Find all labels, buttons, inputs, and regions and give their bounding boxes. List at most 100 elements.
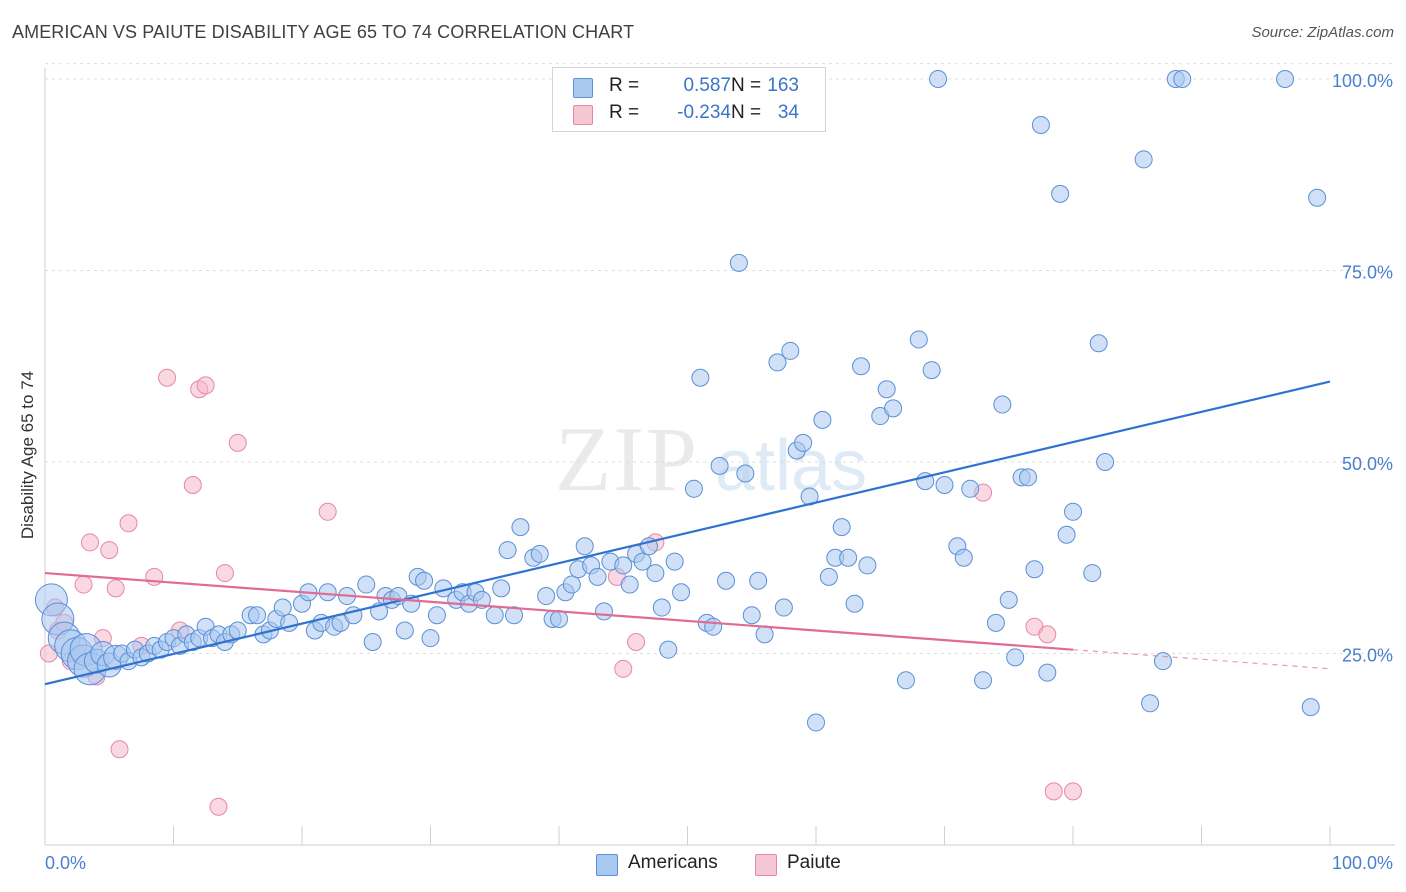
paiute-point bbox=[196, 376, 215, 395]
paiute-point bbox=[215, 564, 234, 583]
americans-point bbox=[1141, 694, 1160, 713]
americans-point bbox=[1019, 468, 1038, 487]
americans-point bbox=[704, 617, 723, 636]
grid-lines bbox=[45, 63, 1395, 654]
y-tick-label: 50.0% bbox=[1342, 454, 1393, 474]
americans-point bbox=[922, 361, 941, 380]
paiute-swatch bbox=[573, 105, 593, 125]
y-tick-labels: 25.0% 50.0% 75.0% 100.0% bbox=[1332, 71, 1393, 666]
americans-point bbox=[672, 583, 691, 602]
americans-point bbox=[755, 625, 774, 644]
americans-point bbox=[986, 613, 1005, 632]
americans-point bbox=[530, 544, 549, 563]
paiute-trend-line bbox=[44, 571, 1074, 651]
americans-point bbox=[646, 564, 665, 583]
paiute-point bbox=[318, 502, 337, 521]
x-tick-label-min: 0.0% bbox=[45, 853, 86, 873]
americans-point bbox=[273, 598, 292, 617]
chart-title: AMERICAN VS PAIUTE DISABILITY AGE 65 TO … bbox=[12, 22, 635, 42]
americans-point bbox=[550, 610, 568, 629]
americans-point bbox=[659, 640, 678, 659]
americans-point bbox=[588, 567, 607, 586]
americans-point bbox=[1173, 70, 1192, 88]
source-label: Source: ZipAtlas.com bbox=[1251, 24, 1394, 41]
americans-point bbox=[652, 598, 671, 617]
paiute-point bbox=[1038, 625, 1057, 644]
americans-point bbox=[1301, 698, 1320, 717]
americans-point bbox=[807, 713, 825, 732]
americans-point bbox=[749, 571, 768, 590]
watermark-atlas: atlas bbox=[715, 426, 867, 506]
americans-point bbox=[537, 587, 556, 606]
paiute-point bbox=[614, 659, 633, 678]
americans-point bbox=[1153, 652, 1172, 671]
americans-point bbox=[363, 633, 382, 652]
americans-swatch bbox=[573, 78, 593, 98]
americans-point bbox=[562, 575, 581, 594]
americans-point bbox=[248, 606, 267, 625]
americans-point bbox=[884, 399, 903, 418]
americans-r-label: R = bbox=[609, 75, 640, 96]
americans-points bbox=[34, 70, 1327, 732]
americans-point bbox=[1276, 70, 1295, 88]
americans-point bbox=[505, 606, 524, 625]
y-tick-label: 100.0% bbox=[1332, 71, 1393, 91]
americans-point bbox=[633, 552, 652, 571]
paiute-n-value: 34 bbox=[777, 102, 799, 123]
americans-point bbox=[877, 380, 896, 399]
americans-point bbox=[851, 357, 870, 376]
americans-point bbox=[427, 606, 446, 625]
americans-point bbox=[768, 353, 787, 372]
americans-point bbox=[594, 602, 613, 621]
americans-point bbox=[832, 518, 851, 537]
americans-point bbox=[1308, 188, 1327, 207]
americans-point bbox=[1134, 150, 1153, 169]
americans-point bbox=[575, 537, 594, 556]
legend-americans-label: Americans bbox=[628, 852, 718, 873]
americans-point bbox=[935, 475, 954, 494]
americans-trend-line bbox=[44, 380, 1331, 686]
americans-point bbox=[909, 330, 928, 349]
paiute-point bbox=[627, 633, 646, 652]
americans-point bbox=[1038, 663, 1057, 682]
legend-paiute-swatch bbox=[755, 854, 777, 876]
americans-point bbox=[498, 541, 517, 560]
legend-americans-swatch bbox=[596, 854, 618, 876]
paiute-point bbox=[80, 533, 99, 552]
paiute-point bbox=[183, 475, 202, 494]
americans-point bbox=[729, 253, 748, 272]
paiute-point bbox=[209, 797, 228, 816]
axes bbox=[44, 68, 1395, 846]
americans-point bbox=[736, 464, 755, 483]
y-tick-label: 25.0% bbox=[1342, 646, 1393, 666]
paiute-point bbox=[1064, 782, 1082, 801]
americans-point bbox=[974, 671, 993, 690]
americans-point bbox=[1083, 564, 1102, 583]
americans-point bbox=[395, 621, 414, 640]
y-tick-label: 75.0% bbox=[1342, 263, 1393, 283]
trend-lines bbox=[44, 380, 1331, 686]
americans-point bbox=[839, 548, 858, 567]
americans-point bbox=[961, 479, 980, 498]
americans-point bbox=[717, 571, 736, 590]
americans-point bbox=[1006, 648, 1025, 667]
americans-point bbox=[774, 598, 793, 617]
americans-point bbox=[485, 606, 504, 625]
watermark-zip: ZIP bbox=[555, 408, 699, 510]
americans-point bbox=[472, 590, 491, 609]
americans-point bbox=[620, 575, 639, 594]
americans-point bbox=[684, 479, 703, 498]
paiute-point bbox=[100, 541, 119, 560]
americans-point bbox=[819, 567, 838, 586]
americans-point bbox=[511, 518, 530, 537]
x-ticks bbox=[173, 826, 1331, 845]
americans-point bbox=[993, 395, 1012, 414]
americans-point bbox=[858, 556, 877, 575]
paiute-point bbox=[158, 368, 177, 387]
paiute-n-label: N = bbox=[731, 102, 762, 123]
americans-point bbox=[665, 552, 684, 571]
americans-point bbox=[318, 583, 337, 602]
paiute-point bbox=[110, 740, 129, 759]
americans-point bbox=[1031, 115, 1050, 134]
